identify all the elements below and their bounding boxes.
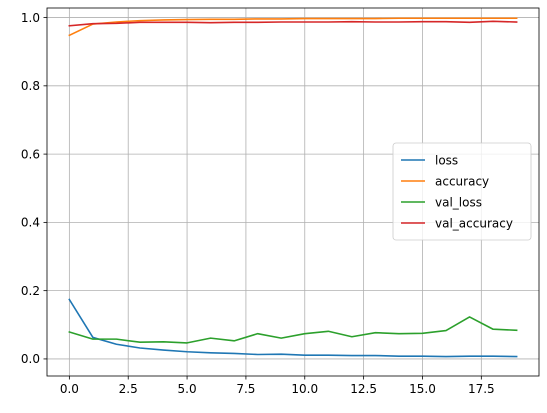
legend-label: loss: [435, 153, 458, 167]
y-tick-label: 1.0: [21, 11, 40, 25]
x-axis-ticks: 0.0 2.5 5.0 7.5 10.0 12.5 15.0 17.5: [60, 376, 495, 396]
series-lines: [68, 17, 518, 358]
x-tick-label: 10.0: [291, 382, 318, 396]
y-tick-label: 0.6: [21, 147, 40, 161]
x-tick-label: 2.5: [119, 382, 138, 396]
legend-label: val_loss: [435, 195, 482, 209]
y-tick-label: 0.8: [21, 79, 40, 93]
y-tick-label: 0.2: [21, 284, 40, 298]
x-tick-label: 15.0: [409, 382, 436, 396]
legend-box: [392, 142, 532, 241]
legend: loss accuracy val_loss val_accuracy: [392, 142, 532, 241]
plot-frame: [46, 7, 540, 377]
legend-label: val_accuracy: [435, 216, 513, 230]
x-tick-label: 5.0: [178, 382, 197, 396]
series-line-accuracy: [68, 17, 518, 37]
x-tick-label: 7.5: [236, 382, 255, 396]
y-tick-label: 0.4: [21, 216, 40, 230]
y-tick-label: 0.0: [21, 352, 40, 366]
legend-label: accuracy: [435, 174, 489, 188]
series-line-val-loss: [68, 316, 518, 344]
series-line-loss: [68, 298, 518, 358]
x-tick-label: 17.5: [468, 382, 495, 396]
y-axis-ticks: 0.0 0.2 0.4 0.6 0.8 1.0: [21, 11, 47, 366]
x-tick-label: 12.5: [350, 382, 377, 396]
series-line-val-accuracy: [68, 20, 518, 27]
x-tick-label: 0.0: [60, 382, 79, 396]
